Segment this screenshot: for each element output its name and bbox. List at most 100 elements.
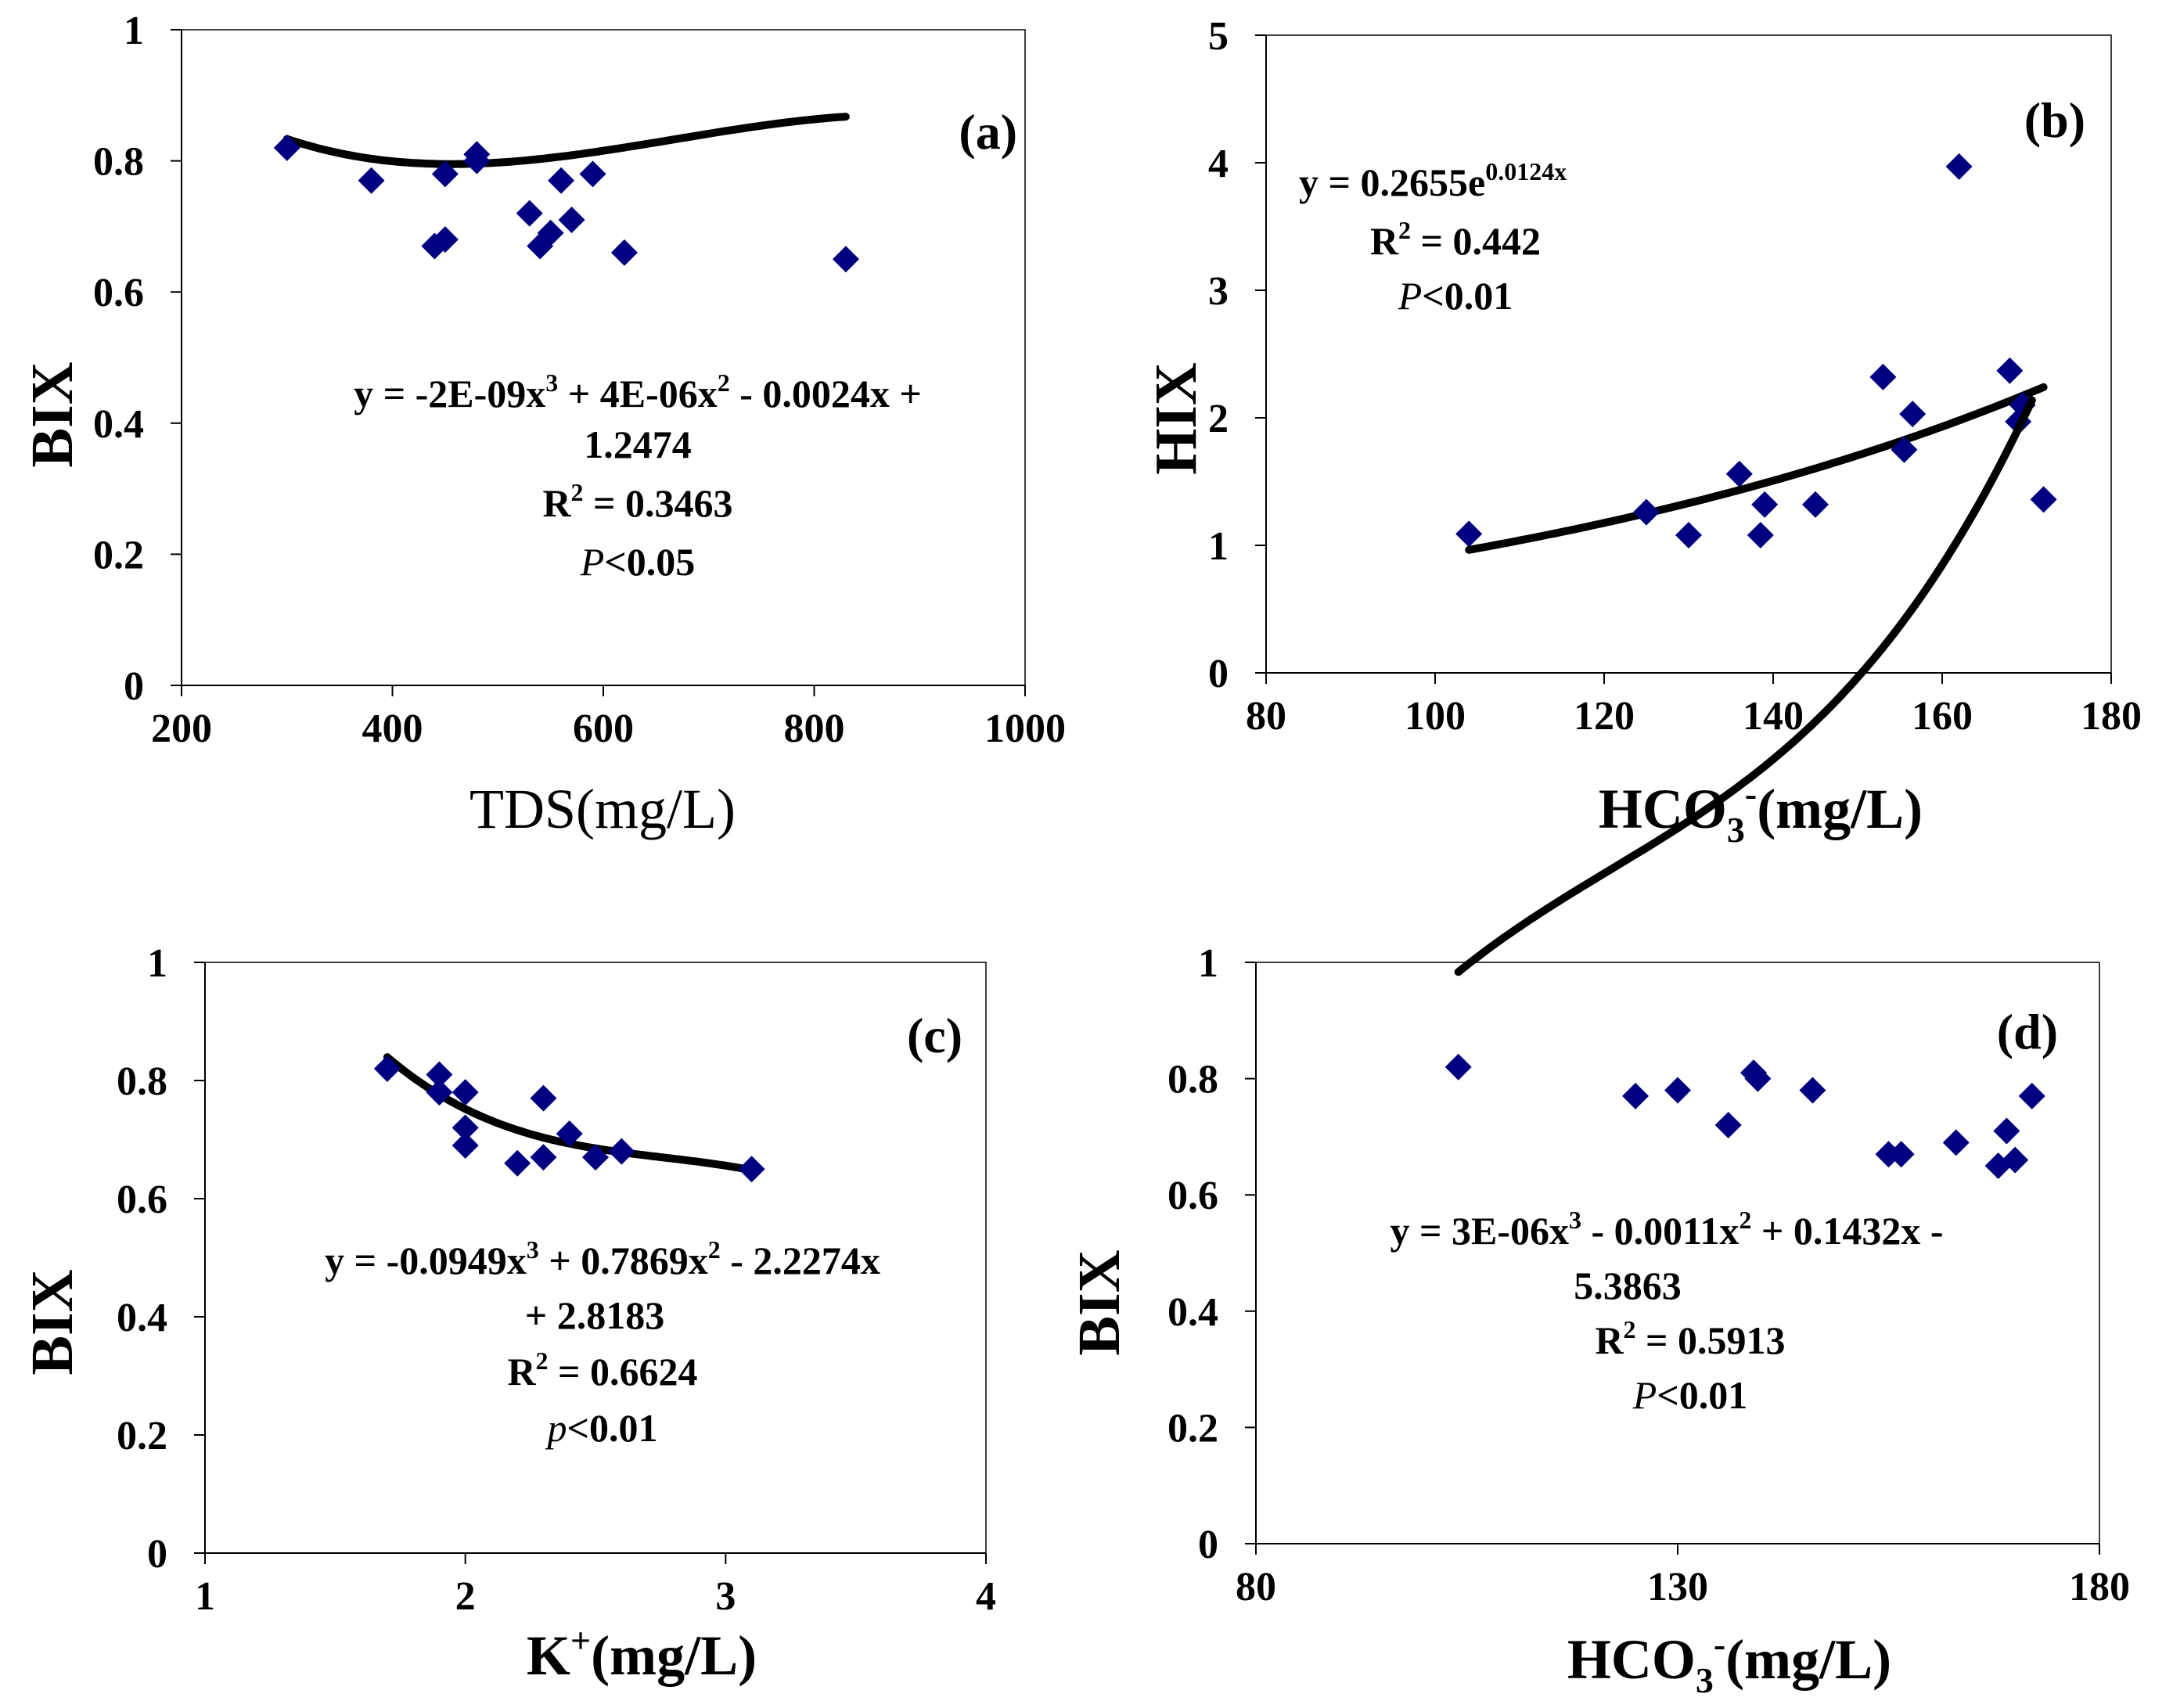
p-val: <0.01 (567, 1406, 658, 1450)
data-point (373, 1055, 401, 1082)
data-point (608, 1138, 635, 1165)
r2-sup: 2 (1398, 216, 1411, 244)
data-point (582, 1144, 609, 1171)
x-tick-label: 180 (2069, 1565, 2130, 1609)
equation-line-2: 5.3863 (1574, 1264, 1682, 1307)
x-tick-label: 180 (2081, 694, 2142, 739)
x-tick-label: 140 (1743, 694, 1804, 739)
eq-part: + 4E-06x (558, 372, 718, 415)
r2-value: = 0.6624 (549, 1350, 698, 1393)
r2-sup: 2 (571, 478, 584, 506)
data-point (426, 1061, 453, 1088)
r-squared: R2 = 0.6624 (507, 1347, 697, 1393)
data-point (452, 1079, 479, 1106)
equation-line-1: y = -0.0949x3 + 0.7869x2 - 2.2274x (325, 1235, 880, 1282)
x-tick-label: 130 (1647, 1565, 1708, 1609)
r-squared: R2 = 0.442 (1370, 216, 1541, 263)
data-point (1622, 1082, 1650, 1109)
equation-line-1: y = 0.2655e0.0124x (1299, 157, 1567, 204)
panel-label: (b) (2024, 92, 2085, 148)
data-points (373, 1055, 765, 1183)
y-tick-label: 0.6 (117, 1178, 167, 1222)
y-tick-labels: 0 1 2 3 4 5 (1208, 14, 1229, 696)
x-tick-label: 600 (573, 707, 634, 751)
x-tick-label: 120 (1574, 694, 1635, 739)
y-axis-label: BIX (1067, 1250, 1132, 1355)
eq-part: - 0.0011x (1581, 1209, 1739, 1253)
data-point (463, 141, 491, 168)
p-value: P<0.05 (580, 540, 696, 584)
x-tick-labels: 80 100 120 140 160 180 (1246, 694, 2142, 739)
data-point (530, 1144, 557, 1171)
data-point (2030, 486, 2057, 513)
y-axis-label: HIX (1143, 362, 1209, 475)
xlabel-sup: - (1714, 1624, 1725, 1664)
x-tick-label: 400 (362, 707, 423, 751)
y-tick-label: 1 (124, 9, 144, 53)
y-tick-label: 0.2 (93, 533, 144, 577)
data-point (2002, 1146, 2029, 1174)
eq-part: + 0.1432x - (1751, 1209, 1943, 1253)
data-point (431, 226, 459, 254)
xlabel-sub: 3 (1727, 810, 1745, 850)
y-tick-labels: 0 0.2 0.4 0.6 0.8 1 (1167, 941, 1218, 1567)
x-tick-labels: 1 2 3 4 (195, 1574, 996, 1619)
data-point (358, 167, 385, 194)
data-point (738, 1156, 765, 1183)
eq-part: y = 0.2655e (1299, 160, 1485, 204)
r-squared: R2 = 0.5913 (1595, 1315, 1785, 1362)
r2-sup: 2 (1624, 1315, 1636, 1343)
xlabel-main: HCO (1567, 1628, 1696, 1691)
y-tick-label: 0 (1198, 1523, 1218, 1567)
plot-frame (1255, 962, 2100, 1544)
data-point (579, 160, 606, 188)
r2-value: = 0.442 (1411, 219, 1541, 263)
fit-curve (1454, 396, 2036, 976)
data-point (452, 1132, 479, 1160)
data-point (1942, 1129, 1970, 1156)
y-tick-label: 0.6 (1167, 1174, 1218, 1218)
x-tick-label: 800 (784, 707, 845, 751)
x-tick-labels: 200 400 600 800 1000 (151, 707, 1066, 751)
data-point (2018, 1082, 2045, 1109)
equation-line-1: y = 3E-06x3 - 0.0011x2 + 0.1432x - (1390, 1206, 1943, 1253)
data-point (1996, 357, 2024, 384)
eq-sup2: 2 (708, 1235, 721, 1264)
data-point (504, 1149, 531, 1177)
p-symbol: P (1398, 274, 1423, 318)
x-axis-label: TDS(mg/L) (469, 778, 736, 840)
data-points (273, 134, 859, 273)
fit-curve (1465, 383, 2048, 554)
p-value: p<0.01 (545, 1406, 658, 1450)
data-point (1751, 491, 1779, 518)
panel-a: 200 400 600 800 1000 0 0.2 0.4 0.6 0.8 1 (a) TDS(… (20, 9, 1066, 840)
y-tick-label: 3 (1208, 269, 1229, 314)
equation-line-1: y = -2E-09x3 + 4E-06x2 - 0.0024x + (354, 369, 922, 415)
y-tick-labels: 0 0.2 0.4 0.6 0.8 1 (117, 941, 167, 1577)
x-axis-label: HCO3-(mg/L) (1599, 774, 1923, 850)
x-tick-label: 4 (976, 1574, 996, 1619)
data-point (1444, 1053, 1472, 1081)
x-tick-label: 80 (1236, 1565, 1276, 1609)
data-point (1802, 491, 1829, 518)
tick-marks (1255, 34, 2112, 684)
data-point (426, 1079, 453, 1106)
data-point (1675, 521, 1702, 548)
y-tick-label: 0 (147, 1532, 167, 1577)
data-point (1869, 363, 1897, 390)
data-point (530, 1084, 557, 1112)
panel-d: 80 130 180 00.20.40.60.81 (d) HCO3-(mg/L) … (1067, 396, 2130, 1700)
y-tick-label: 0.2 (1167, 1406, 1218, 1451)
data-point (1455, 520, 1483, 548)
r2-label: R (542, 481, 571, 525)
eq-sup2: 2 (1739, 1206, 1751, 1234)
data-point (1725, 460, 1753, 487)
y-tick-label: 1 (1198, 941, 1218, 986)
x-tick-labels: 80 130 180 (1236, 1565, 2130, 1609)
panel-label: (c) (907, 1008, 962, 1063)
y-tick-label: 0.4 (117, 1296, 167, 1340)
data-point (1747, 521, 1774, 548)
p-symbol: P (580, 540, 605, 584)
data-point (558, 207, 585, 234)
x-tick-label: 3 (715, 1574, 736, 1619)
